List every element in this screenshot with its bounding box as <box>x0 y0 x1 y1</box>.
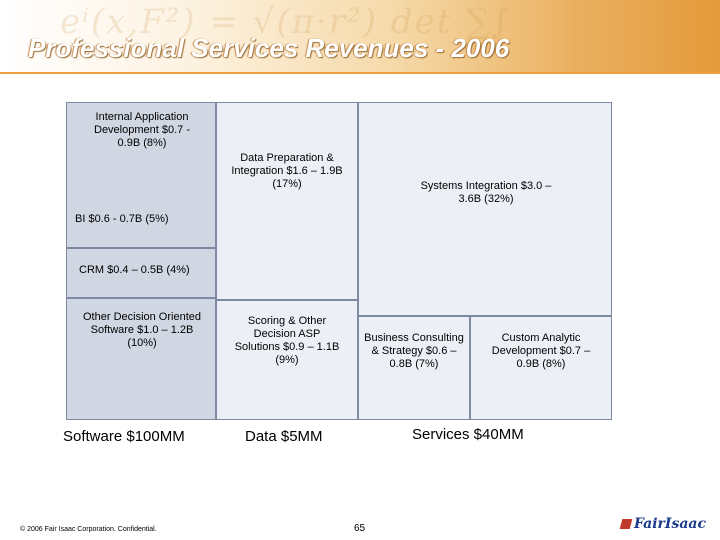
cell-internal-app: Internal Application Development $0.7 - … <box>66 102 216 248</box>
cell-crm: CRM $0.4 – 0.5B (4%) <box>66 248 216 298</box>
logo-mark-icon <box>619 519 633 529</box>
formula-watermark: eⁱ(x,F²) = √(π·r²) det ∑∫ <box>60 2 512 42</box>
label-bi: BI $0.6 - 0.7B (5%) <box>75 213 169 225</box>
page-title: Professional Services Revenues - 2006 <box>28 33 510 63</box>
header-divider <box>0 72 720 74</box>
logo-text: FairIsaac <box>633 516 706 532</box>
cell-other-decision: Other Decision Oriented Software $1.0 – … <box>66 298 216 420</box>
label-crm: CRM $0.4 – 0.5B (4%) <box>79 264 190 276</box>
label-software-total: Software $100MM <box>63 428 185 445</box>
label-business-consulting: Business Consulting & Strategy $0.6 – 0.… <box>364 332 464 370</box>
cell-data-prep: Data Preparation & Integration $1.6 – 1.… <box>216 102 358 300</box>
cell-systems-integration: Systems Integration $3.0 – 3.6B (32%) <box>358 102 612 316</box>
cell-business-consulting: Business Consulting & Strategy $0.6 – 0.… <box>358 316 470 420</box>
label-data-prep: Data Preparation & Integration $1.6 – 1.… <box>231 152 343 190</box>
company-logo: FairIsaac <box>619 516 706 532</box>
label-internal-app: Internal Application Development $0.7 - … <box>94 111 190 149</box>
copyright-footer: © 2006 Fair Isaac Corporation. Confident… <box>20 526 157 533</box>
label-other-decision: Other Decision Oriented Software $1.0 – … <box>83 311 201 349</box>
label-scoring: Scoring & Other Decision ASP Solutions $… <box>234 315 340 366</box>
label-custom-analytic: Custom Analytic Development $0.7 – 0.9B … <box>491 332 591 370</box>
label-data-total: Data $5MM <box>245 428 323 445</box>
cell-scoring: Scoring & Other Decision ASP Solutions $… <box>216 300 358 420</box>
header-banner: eⁱ(x,F²) = √(π·r²) det ∑∫ Professional S… <box>0 0 720 72</box>
label-services-total: Services $40MM <box>412 426 524 443</box>
page-number: 65 <box>354 523 366 534</box>
label-systems-integration: Systems Integration $3.0 – 3.6B (32%) <box>420 180 552 205</box>
cell-custom-analytic: Custom Analytic Development $0.7 – 0.9B … <box>470 316 612 420</box>
